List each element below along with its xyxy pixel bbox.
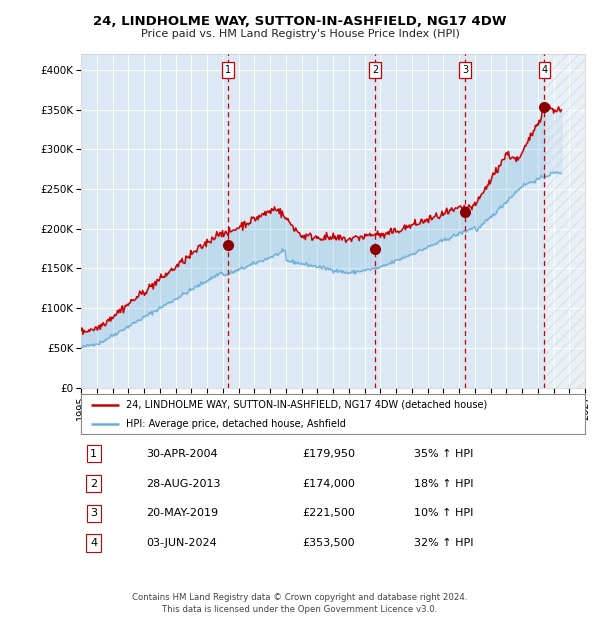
Text: 1: 1 [225, 65, 231, 75]
Text: £353,500: £353,500 [303, 538, 355, 548]
Text: 10% ↑ HPI: 10% ↑ HPI [413, 508, 473, 518]
Text: Price paid vs. HM Land Registry's House Price Index (HPI): Price paid vs. HM Land Registry's House … [140, 29, 460, 39]
Text: 4: 4 [541, 65, 547, 75]
Text: 24, LINDHOLME WAY, SUTTON-IN-ASHFIELD, NG17 4DW: 24, LINDHOLME WAY, SUTTON-IN-ASHFIELD, N… [93, 16, 507, 28]
Text: 18% ↑ HPI: 18% ↑ HPI [413, 479, 473, 489]
Text: Contains HM Land Registry data © Crown copyright and database right 2024.
This d: Contains HM Land Registry data © Crown c… [132, 593, 468, 614]
Text: HPI: Average price, detached house, Ashfield: HPI: Average price, detached house, Ashf… [127, 419, 346, 429]
Text: 4: 4 [90, 538, 97, 548]
Text: 24, LINDHOLME WAY, SUTTON-IN-ASHFIELD, NG17 4DW (detached house): 24, LINDHOLME WAY, SUTTON-IN-ASHFIELD, N… [127, 400, 488, 410]
Text: 32% ↑ HPI: 32% ↑ HPI [413, 538, 473, 548]
Text: 03-JUN-2024: 03-JUN-2024 [146, 538, 217, 548]
Text: 1: 1 [90, 449, 97, 459]
Text: 2: 2 [372, 65, 378, 75]
Text: £174,000: £174,000 [303, 479, 356, 489]
Text: 28-AUG-2013: 28-AUG-2013 [146, 479, 221, 489]
Text: 3: 3 [90, 508, 97, 518]
Text: £221,500: £221,500 [303, 508, 356, 518]
Text: 35% ↑ HPI: 35% ↑ HPI [413, 449, 473, 459]
Bar [545, 54, 585, 388]
Text: 20-MAY-2019: 20-MAY-2019 [146, 508, 218, 518]
Text: £179,950: £179,950 [303, 449, 356, 459]
Text: 2: 2 [90, 479, 97, 489]
Text: 3: 3 [462, 65, 468, 75]
Text: 30-APR-2004: 30-APR-2004 [146, 449, 218, 459]
